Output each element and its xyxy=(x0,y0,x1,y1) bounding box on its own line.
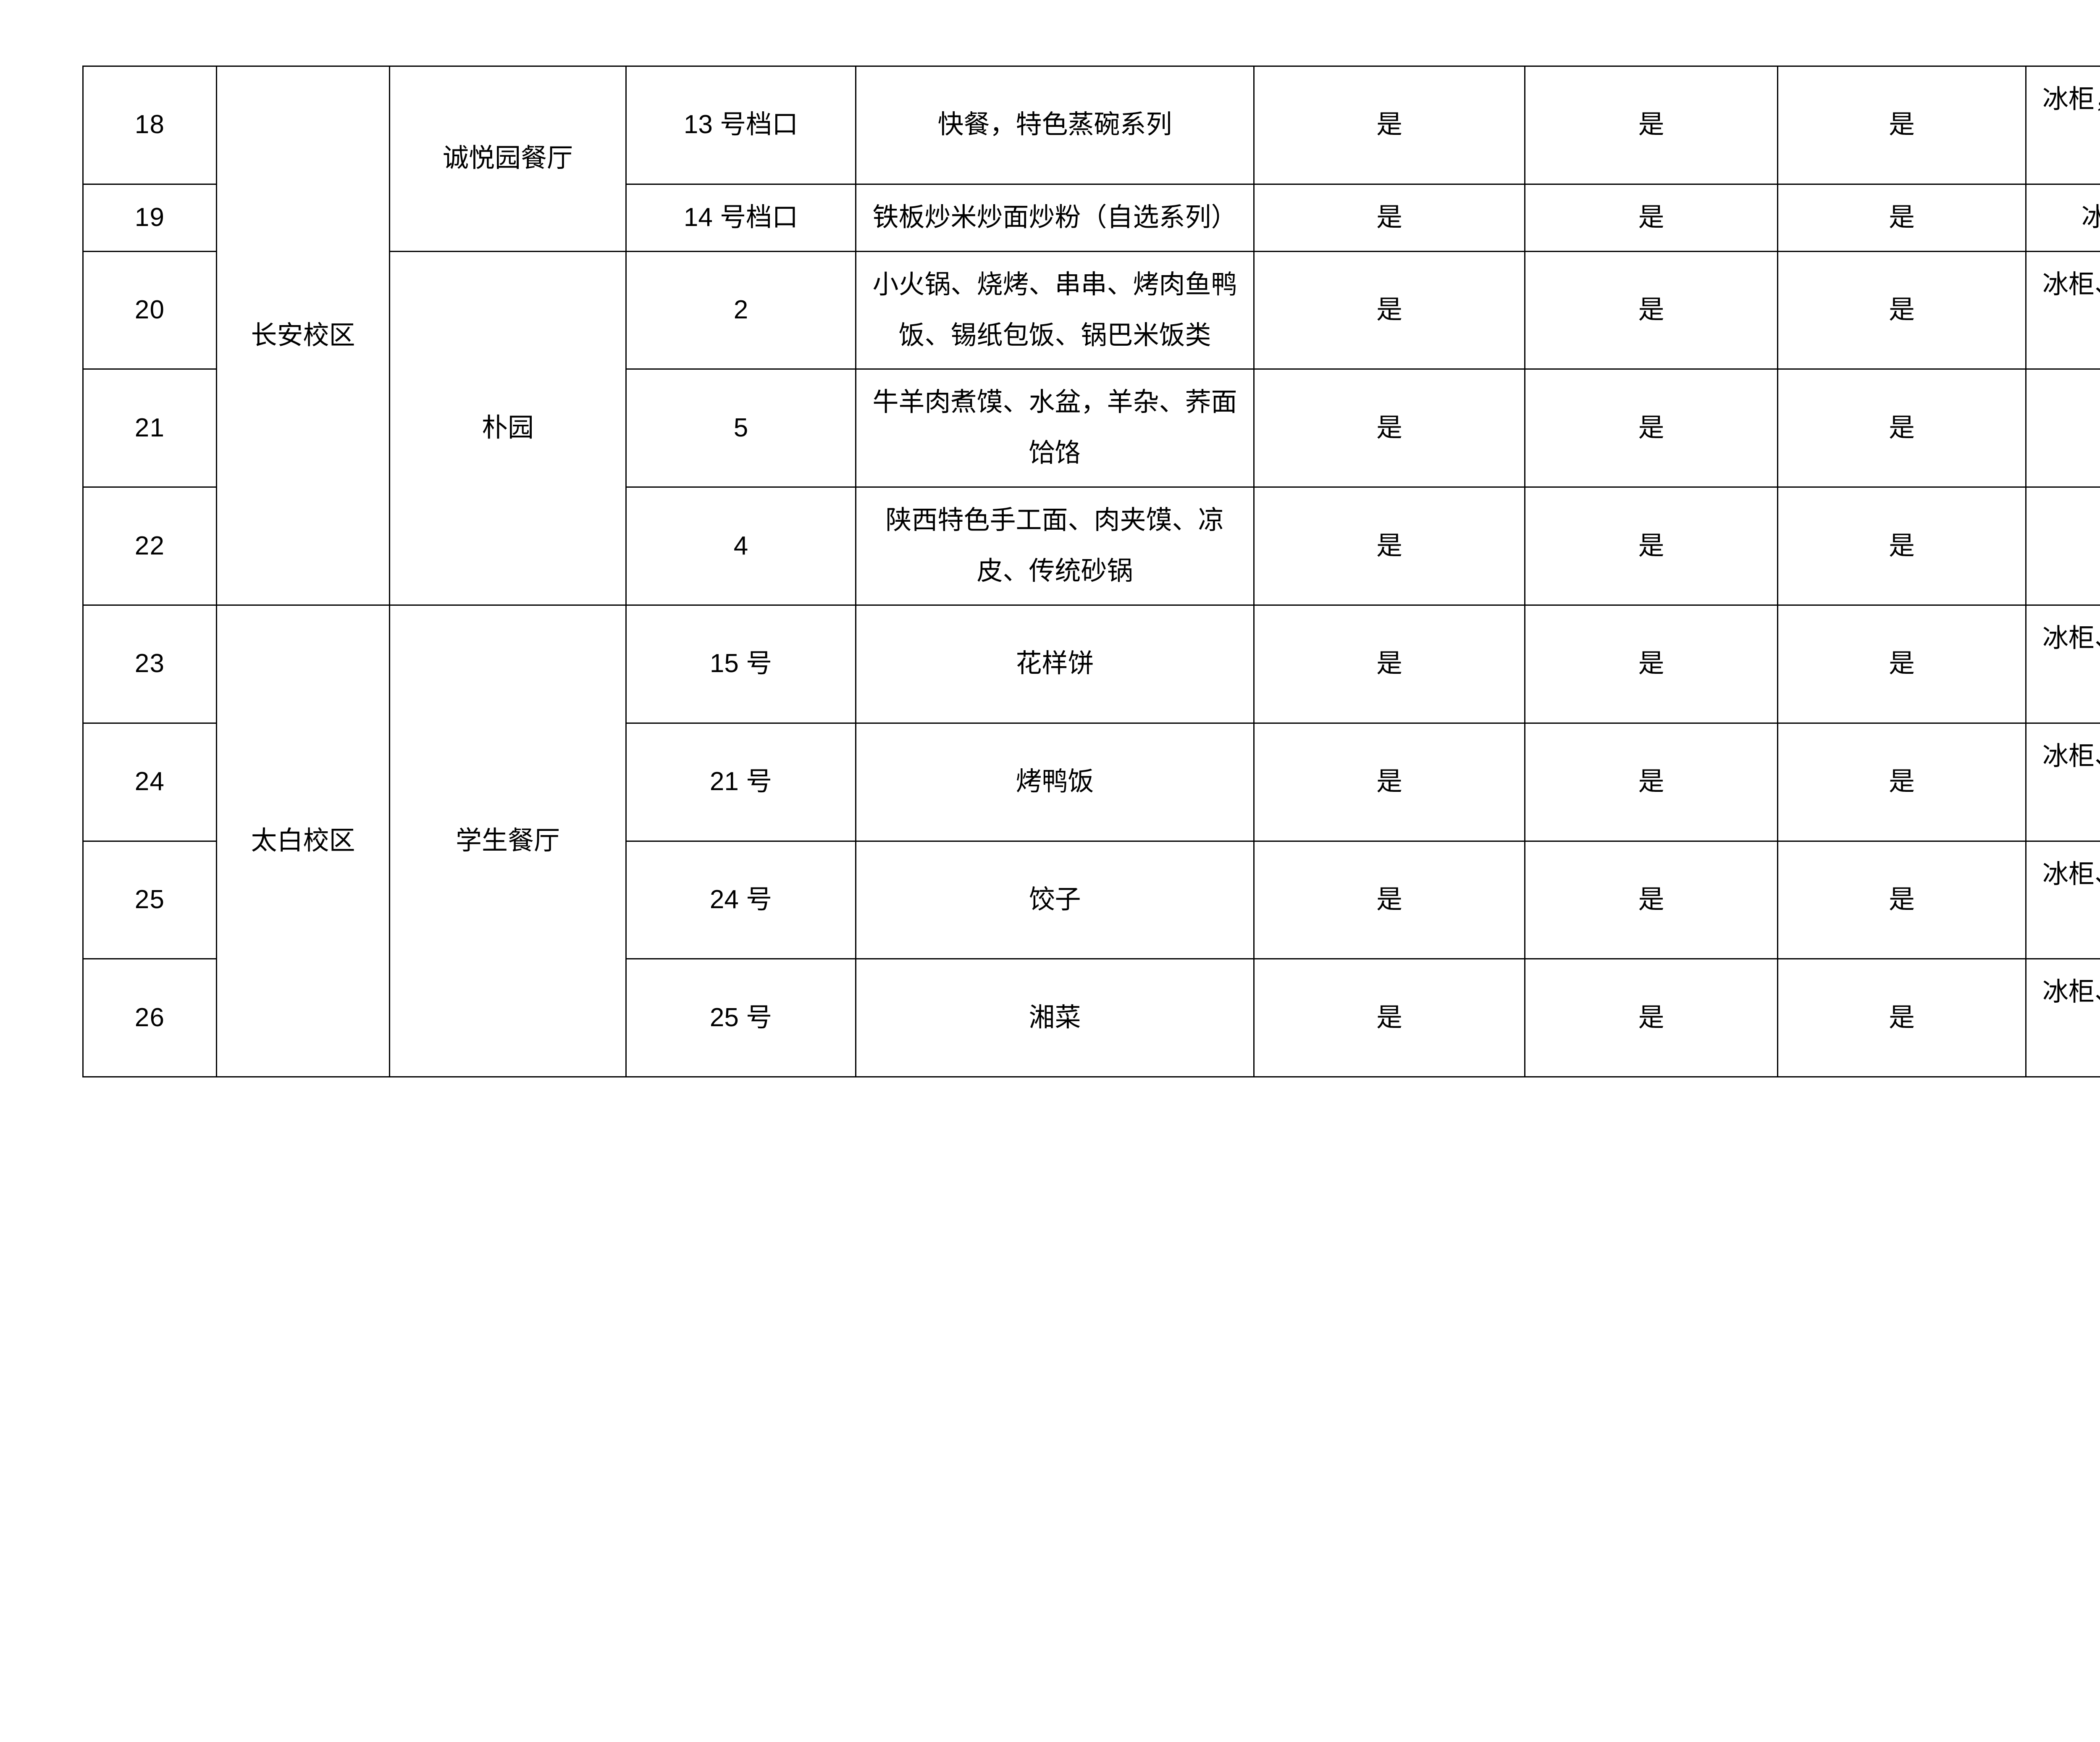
cell-flag-3: 是 xyxy=(1777,604,2026,724)
cell-flag-3: 是 xyxy=(1777,722,2026,842)
cell-index: 20 xyxy=(82,250,217,370)
cell-equipment: 冰柜、操作台、调料柜、炉灶、绞肉机、四层货架、…… xyxy=(2025,722,2100,842)
cell-flag-2: 是 xyxy=(1524,368,1778,488)
cell-cuisine: 烤鸭饭 xyxy=(855,722,1255,842)
cell-flag-2: 是 xyxy=(1524,958,1778,1078)
cell-stall: 4 xyxy=(625,486,856,606)
cell-flag-2: 是 xyxy=(1524,604,1778,724)
cell-flag-1: 是 xyxy=(1253,486,1525,606)
cell-cuisine: 湘菜 xyxy=(855,958,1255,1078)
cell-index: 21 xyxy=(82,368,217,488)
cell-campus: 长安校区 xyxy=(216,65,390,606)
cell-stall: 15 号 xyxy=(625,604,856,724)
cell-stall: 5 xyxy=(625,368,856,488)
cell-flag-1: 是 xyxy=(1253,840,1525,960)
cell-cuisine: 铁板炒米炒面炒粉（自选系列） xyxy=(855,183,1255,252)
cell-index: 22 xyxy=(82,486,217,606)
cell-flag-2: 是 xyxy=(1524,183,1778,252)
cell-flag-2: 是 xyxy=(1524,840,1778,960)
cell-index: 18 xyxy=(82,66,217,185)
cell-flag-2: 是 xyxy=(1524,486,1778,606)
cell-equipment: 冰柜、操作台、调料柜、炉灶、绞肉机、四层货架、…… xyxy=(2025,840,2100,960)
cell-equipment: 冰柜、操作台、调料柜、炉灶、绞肉机、四层货架、…… xyxy=(2025,604,2100,724)
cell-flag-1: 是 xyxy=(1253,183,1525,252)
cell-index: 25 xyxy=(82,840,217,960)
cell-flag-1: 是 xyxy=(1253,722,1525,842)
table-row: 22 4 陕西特色手工面、肉夹馍、凉皮、传统砂锅是是是 xyxy=(82,486,2100,606)
cell-index: 26 xyxy=(82,958,217,1078)
cell-flag-1: 是 xyxy=(1253,368,1525,488)
cell-flag-3: 是 xyxy=(1777,958,2026,1078)
cell-index: 19 xyxy=(82,183,217,252)
cell-equipment xyxy=(2025,368,2100,488)
table-row: 21 5 牛羊肉煮馍、水盆，羊杂、荞面饸饹是是是 xyxy=(82,368,2100,488)
cell-stall: 24 号 xyxy=(625,840,856,960)
cell-cuisine: 陕西特色手工面、肉夹馍、凉皮、传统砂锅 xyxy=(855,486,1255,606)
cell-index: 23 xyxy=(82,604,217,724)
cell-stall: 14 号档口 xyxy=(625,183,856,252)
cell-flag-3: 是 xyxy=(1777,368,2026,488)
cell-equipment: 冰柜，冷藏柜，操作台，调料柜，货架，大小眼炉灶 xyxy=(2025,66,2100,185)
table-row: 20朴园2小火锅、烧烤、串串、烤肉鱼鸭饭、锡纸包饭、锅巴米饭类是是是冰柜、操作台… xyxy=(82,250,2100,606)
cell-cuisine: 小火锅、烧烤、串串、烤肉鱼鸭饭、锡纸包饭、锅巴米饭类 xyxy=(855,250,1255,370)
cell-cuisine: 牛羊肉煮馍、水盆，羊杂、荞面饸饹 xyxy=(855,368,1255,488)
cell-stall: 21 号 xyxy=(625,722,856,842)
cell-flag-1: 是 xyxy=(1253,958,1525,1078)
cell-index: 24 xyxy=(82,722,217,842)
cell-flag-1: 是 xyxy=(1253,250,1525,370)
cell-cuisine: 快餐，特色蒸碗系列 xyxy=(855,66,1255,185)
cell-equipment: 冰柜，冷藏柜，操作台，调料柜，货架 xyxy=(2025,183,2100,252)
cell-flag-2: 是 xyxy=(1524,250,1778,370)
cell-flag-1: 是 xyxy=(1253,66,1525,185)
cell-flag-3: 是 xyxy=(1777,486,2026,606)
cell-equipment: 冰柜、操作台、调料柜、炉灶、绞肉机、加热台、四层货架、六眼砂锅灶 xyxy=(2025,250,2100,370)
cell-flag-2: 是 xyxy=(1524,722,1778,842)
cell-venue: 诚悦园餐厅 xyxy=(389,66,627,252)
cell-flag-3: 是 xyxy=(1777,66,2026,185)
cell-stall: 13 号档口 xyxy=(625,66,856,185)
cell-flag-3: 是 xyxy=(1777,183,2026,252)
cell-venue: 学生餐厅 xyxy=(389,604,627,1078)
cell-flag-1: 是 xyxy=(1253,604,1525,724)
cell-stall: 25 号 xyxy=(625,958,856,1078)
cell-campus: 太白校区 xyxy=(216,604,390,1078)
cell-cuisine: 花样饼 xyxy=(855,604,1255,724)
cell-flag-3: 是 xyxy=(1777,250,2026,370)
cell-cuisine: 饺子 xyxy=(855,840,1255,960)
cell-venue: 朴园 xyxy=(389,250,627,606)
cell-stall: 2 xyxy=(625,250,856,370)
cell-flag-3: 是 xyxy=(1777,840,2026,960)
cell-equipment: 冰柜、操作台、调料柜、炉灶、绞肉机、四层货架、…… xyxy=(2025,958,2100,1078)
cell-flag-2: 是 xyxy=(1524,66,1778,185)
cell-equipment xyxy=(2025,486,2100,606)
